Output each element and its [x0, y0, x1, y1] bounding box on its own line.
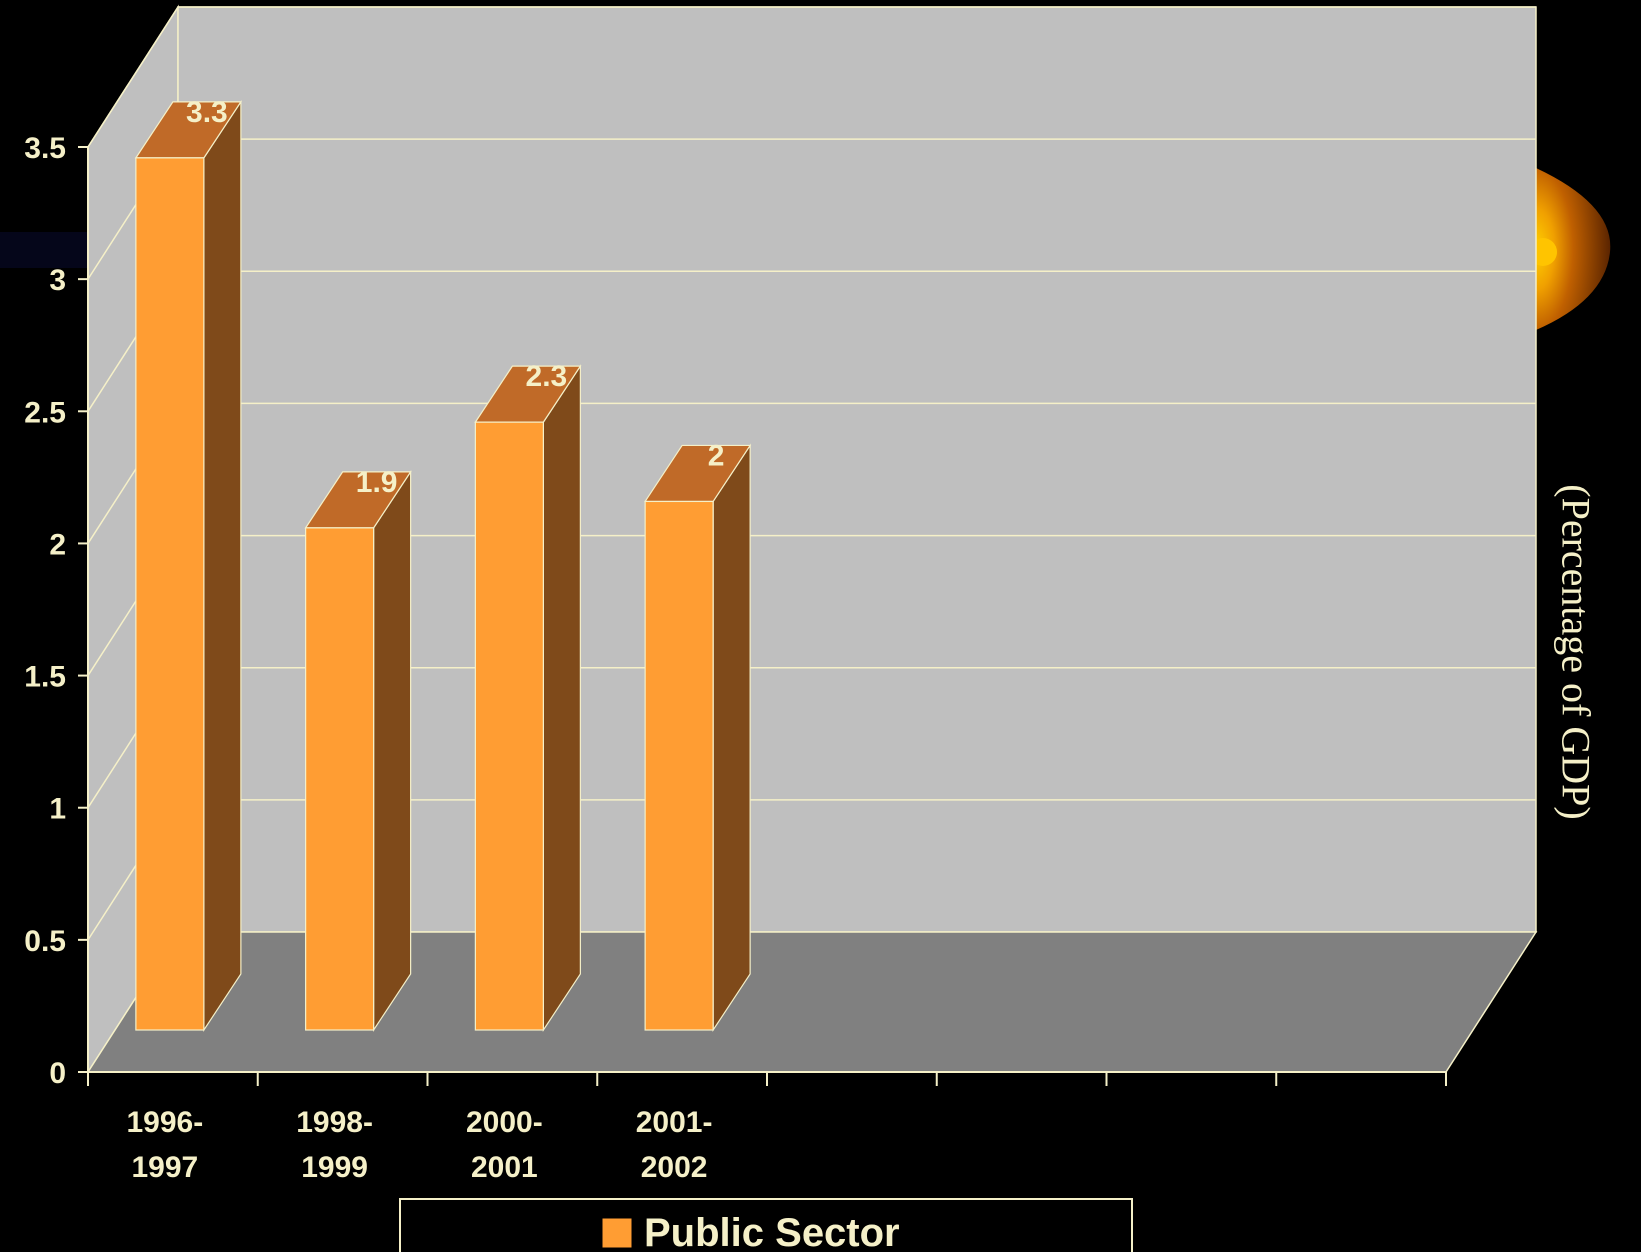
- bar: [305, 527, 375, 1031]
- x-tick-label: 1999: [301, 1151, 368, 1184]
- x-tick-label: 1998-: [296, 1106, 373, 1139]
- legend-label: Public Sector: [644, 1211, 900, 1252]
- x-tick-label: 1996-: [127, 1106, 204, 1139]
- y-tick-label: 2.5: [24, 396, 66, 429]
- y-tick-labels: 0 0.5 1 1.5 2 2.5 3 3.5: [24, 132, 66, 1090]
- bar: [135, 157, 205, 1031]
- bar-side: [203, 99, 242, 1032]
- gridline: [87, 6, 179, 148]
- y-tick-label: 1: [49, 793, 66, 826]
- data-label: 2: [708, 439, 725, 472]
- data-label: 1.9: [356, 466, 398, 499]
- x-tick-label: 1997: [132, 1151, 199, 1184]
- bars: [134, 99, 752, 1032]
- x-tick-label: 2000-: [466, 1106, 543, 1139]
- data-labels: 3.3 1.9 2.3 2: [186, 96, 724, 499]
- y-tick-label: 0: [49, 1057, 66, 1090]
- y-tick-label: 3: [49, 264, 66, 297]
- y-tick-label: 0.5: [24, 925, 66, 958]
- bar-side: [373, 469, 412, 1032]
- legend: Public Sector: [399, 1198, 1133, 1252]
- y-axis-unit-label: (Percentage of GDP): [1553, 484, 1599, 820]
- y-tick-label: 1.5: [24, 661, 66, 694]
- bar: [644, 500, 714, 1031]
- axes: [78, 146, 1447, 1086]
- x-tick-labels: 1996- 1997 1998- 1999 2000- 2001 2001- 2002: [127, 1106, 713, 1184]
- x-tick-label: 2002: [641, 1151, 708, 1184]
- data-label: 2.3: [526, 360, 568, 393]
- x-tick-label: 2001-: [636, 1106, 713, 1139]
- bar-side: [542, 364, 581, 1032]
- bar: [474, 421, 544, 1031]
- y-tick-label: 3.5: [24, 132, 66, 165]
- x-tick-label: 2001: [471, 1151, 538, 1184]
- y-tick-label: 2: [49, 528, 66, 561]
- data-label: 3.3: [186, 96, 228, 129]
- legend-swatch: [601, 1217, 633, 1249]
- bar-side: [712, 443, 751, 1032]
